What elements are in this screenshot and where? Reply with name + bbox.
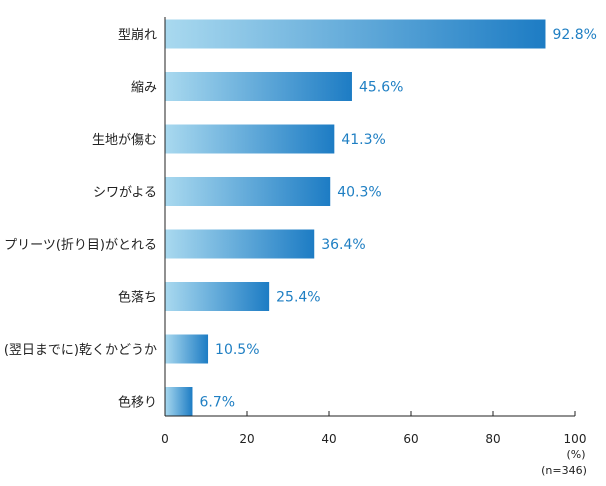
category-label-7: 色移り: [118, 395, 157, 411]
value-label-1: 45.6%: [359, 80, 403, 96]
bar-2: [165, 124, 335, 154]
category-label-1: 縮み: [131, 80, 157, 96]
bar-6: [165, 334, 209, 364]
bar-3: [165, 177, 331, 206]
bar-7: [165, 387, 193, 416]
category-label-0: 型崩れ: [118, 28, 157, 43]
x-axis-unit-label: (%): [566, 448, 585, 461]
x-tick-label-3: 60: [403, 432, 418, 446]
bar-4: [165, 229, 315, 259]
bars-group: [165, 19, 546, 416]
bar-1: [165, 72, 352, 101]
x-tick-label-1: 20: [239, 432, 254, 446]
value-label-2: 41.3%: [341, 132, 385, 148]
value-label-5: 25.4%: [276, 290, 320, 306]
category-label-2: 生地が傷む: [92, 133, 157, 148]
category-label-3: シワがよる: [93, 186, 157, 201]
value-labels-group: 92.8% 45.6% 41.3% 40.3% 36.4% 25.4% 10.5% 6.7%: [199, 27, 596, 411]
x-tick-label-4: 80: [485, 432, 500, 446]
category-label-4: プリーツ(折り目)がとれる: [4, 238, 157, 253]
value-label-6: 10.5%: [215, 342, 259, 358]
value-label-4: 36.4%: [321, 237, 365, 253]
x-tick-label-2: 40: [321, 432, 336, 446]
value-label-3: 40.3%: [337, 185, 381, 201]
value-label-7: 6.7%: [199, 395, 235, 411]
bar-5: [165, 282, 270, 311]
bar-0: [165, 19, 546, 49]
sample-size-note: (n=346): [541, 464, 587, 477]
x-tick-label-0: 0: [161, 432, 169, 446]
value-label-0: 92.8%: [552, 27, 596, 43]
x-tick-label-5: 100: [564, 432, 587, 446]
category-label-5: 色落ち: [118, 290, 157, 306]
category-label-6: (翌日までに)乾くかどうか: [4, 343, 157, 358]
x-axis: 0 20 40 60 80 100: [161, 17, 586, 446]
